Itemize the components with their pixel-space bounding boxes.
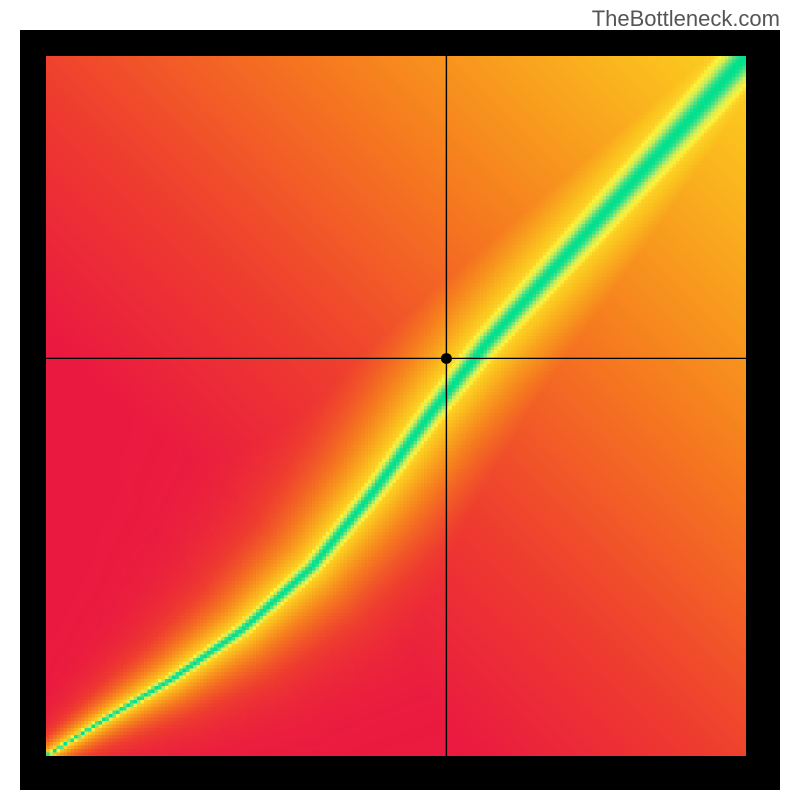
plot-frame xyxy=(20,30,780,790)
root: TheBottleneck.com xyxy=(0,0,800,800)
watermark-text: TheBottleneck.com xyxy=(592,6,780,32)
crosshair-overlay xyxy=(20,30,780,790)
